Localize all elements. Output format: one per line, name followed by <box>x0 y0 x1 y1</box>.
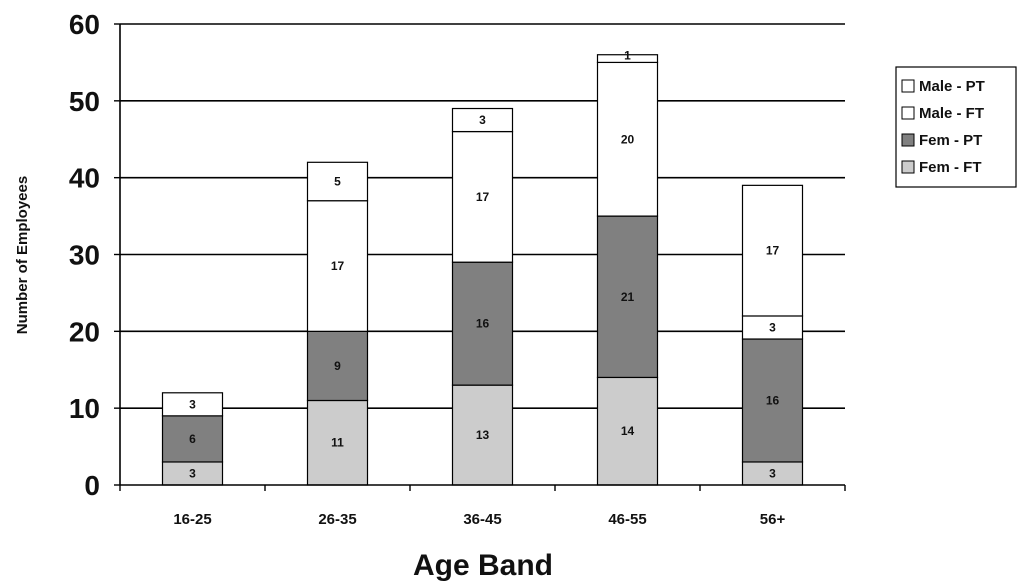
data-label: 14 <box>621 424 635 438</box>
y-tick-label: 50 <box>69 86 100 117</box>
y-tick-label: 60 <box>69 9 100 40</box>
legend-box <box>895 66 1017 188</box>
bar-segment <box>451 130 514 263</box>
legend-entry: Fem - FT <box>919 159 982 176</box>
y-tick-label: 20 <box>69 316 100 347</box>
data-label: 21 <box>621 290 635 304</box>
data-label: 16 <box>476 317 490 331</box>
legend-entry: Male - FT <box>919 105 984 122</box>
data-label: 9 <box>334 359 341 373</box>
legend-entry: Fem - PT <box>919 132 982 149</box>
x-category-labels: 16-25 26-35 36-45 46-55 56+ <box>173 511 785 528</box>
x-category-label: 46-55 <box>608 511 646 528</box>
bar-segment <box>596 61 659 217</box>
data-label: 5 <box>334 175 341 189</box>
y-tick-label: 10 <box>69 393 100 424</box>
legend-entry: Male - PT <box>919 78 985 95</box>
data-label: 17 <box>476 190 490 204</box>
legend: Male - PT Male - FT Fem - PT Fem - FT <box>895 66 1017 188</box>
x-category-label: 26-35 <box>318 511 356 528</box>
y-tick-labels: 0 10 20 30 40 50 60 <box>69 9 100 501</box>
bar-segment <box>596 54 659 64</box>
x-category-label: 16-25 <box>173 511 211 528</box>
legend-swatch <box>901 79 915 93</box>
bar-segment <box>161 392 224 417</box>
data-label: 3 <box>189 397 196 411</box>
data-label: 13 <box>476 428 490 442</box>
data-label: 3 <box>189 466 196 480</box>
y-axis-title: Number of Employees <box>14 176 31 334</box>
data-label: 16 <box>766 393 780 407</box>
y-tick-label: 40 <box>69 163 100 194</box>
bar-segment <box>596 376 659 486</box>
legend-swatch <box>901 133 915 147</box>
data-label: 17 <box>766 244 780 258</box>
x-category-label: 56+ <box>760 511 786 528</box>
bar-segment <box>306 161 369 202</box>
data-label: 3 <box>479 113 486 127</box>
bar-segment <box>596 215 659 379</box>
legend-swatch <box>901 160 915 174</box>
legend-swatch <box>901 106 915 120</box>
data-label: 17 <box>331 259 345 273</box>
y-tick-label: 30 <box>69 240 100 271</box>
bar-segment <box>741 184 804 317</box>
axes <box>114 23 846 491</box>
data-label: 11 <box>331 436 344 450</box>
x-axis-title: Age Band <box>413 549 553 582</box>
bar-segment <box>451 261 514 386</box>
data-label: 3 <box>769 466 776 480</box>
data-label: 20 <box>621 132 635 146</box>
data-label: 6 <box>189 432 196 446</box>
y-tick-label: 0 <box>84 470 100 501</box>
bar-segment <box>451 107 514 133</box>
x-category-label: 36-45 <box>463 511 501 528</box>
data-label: 1 <box>624 49 631 63</box>
data-label: 3 <box>769 320 776 334</box>
